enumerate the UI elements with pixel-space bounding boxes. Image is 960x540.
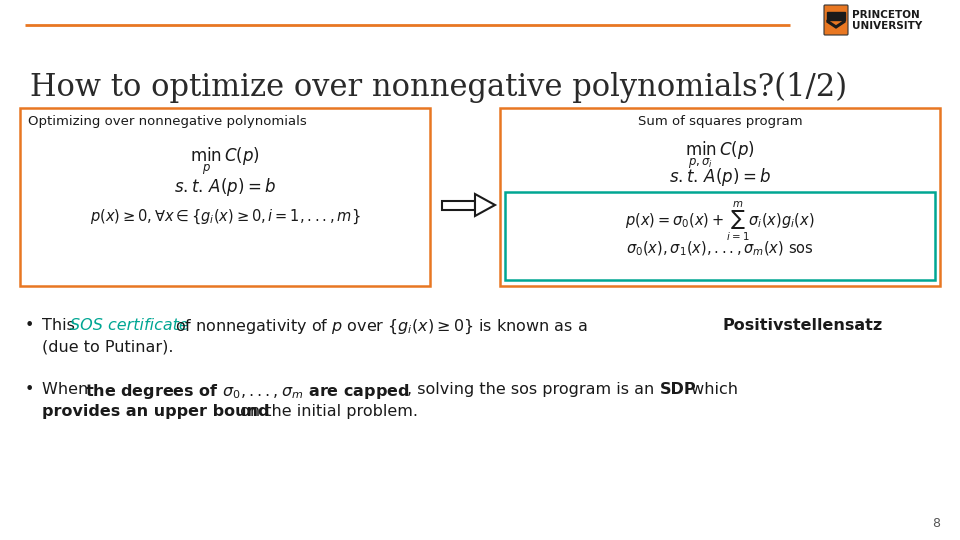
Text: PRINCETON: PRINCETON xyxy=(852,10,920,20)
Text: provides an upper bound: provides an upper bound xyxy=(42,404,270,419)
Text: $p(x) \geq 0, \forall x \in \{g_i(x) \geq 0, i=1,...,m\}$: $p(x) \geq 0, \forall x \in \{g_i(x) \ge… xyxy=(89,208,360,226)
Text: SOS certificate: SOS certificate xyxy=(70,318,189,333)
Text: $\min_p\,C(p)$: $\min_p\,C(p)$ xyxy=(190,146,260,177)
Text: Positivstellensatz: Positivstellensatz xyxy=(722,318,882,333)
Text: (due to Putinar).: (due to Putinar). xyxy=(42,340,174,355)
Polygon shape xyxy=(827,12,845,20)
Text: $\sigma_0(x), \sigma_1(x), ..., \sigma_m(x)\ \mathrm{sos}$: $\sigma_0(x), \sigma_1(x), ..., \sigma_m… xyxy=(626,240,814,259)
Bar xyxy=(442,200,475,210)
Text: How to optimize over nonnegative polynomials?(1/2): How to optimize over nonnegative polynom… xyxy=(30,72,847,103)
Text: Sum of squares program: Sum of squares program xyxy=(637,115,803,128)
Bar xyxy=(505,192,935,280)
Bar xyxy=(20,108,430,286)
Text: , solving the sos program is an: , solving the sos program is an xyxy=(407,382,660,397)
Text: This: This xyxy=(42,318,80,333)
Text: on the initial problem.: on the initial problem. xyxy=(235,404,418,419)
Text: 8: 8 xyxy=(932,517,940,530)
Text: $s.t.\,A(p) = b$: $s.t.\,A(p) = b$ xyxy=(669,166,771,188)
Polygon shape xyxy=(475,194,495,216)
Text: $\min_{p,\sigma_i}\,C(p)$: $\min_{p,\sigma_i}\,C(p)$ xyxy=(685,140,755,171)
Text: SDP: SDP xyxy=(660,382,697,397)
Bar xyxy=(500,108,940,286)
Polygon shape xyxy=(827,20,845,28)
Text: UNIVERSITY: UNIVERSITY xyxy=(852,21,923,31)
Text: Optimizing over nonnegative polynomials: Optimizing over nonnegative polynomials xyxy=(28,115,307,128)
Text: •: • xyxy=(25,382,35,397)
Text: of nonnegativity of $p$ over $\{g_i(x) \geq 0\}$ is known as a: of nonnegativity of $p$ over $\{g_i(x) \… xyxy=(170,318,588,336)
FancyBboxPatch shape xyxy=(824,5,848,35)
Text: $p(x) = \sigma_0(x) + \sum_{i=1}^{m}\sigma_i(x)g_i(x)$: $p(x) = \sigma_0(x) + \sum_{i=1}^{m}\sig… xyxy=(625,200,815,243)
Text: When: When xyxy=(42,382,93,397)
Text: the degrees of $\boldsymbol{\sigma_0}, ..., \boldsymbol{\sigma_m}$ are capped: the degrees of $\boldsymbol{\sigma_0}, .… xyxy=(85,382,410,401)
Text: which: which xyxy=(686,382,738,397)
Text: •: • xyxy=(25,318,35,333)
Text: $s.t.\,A(p) = b$: $s.t.\,A(p) = b$ xyxy=(174,176,276,198)
